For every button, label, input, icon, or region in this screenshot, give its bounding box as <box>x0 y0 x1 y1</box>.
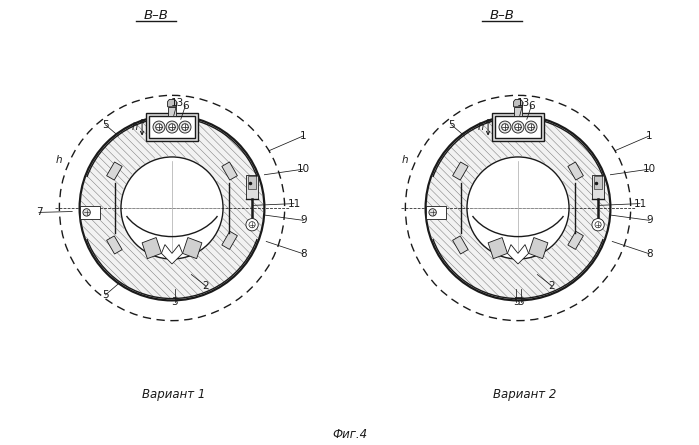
Text: 6: 6 <box>528 101 535 111</box>
Bar <box>493 113 544 141</box>
Circle shape <box>426 116 610 300</box>
Text: 5: 5 <box>513 297 519 307</box>
Circle shape <box>467 157 569 259</box>
Circle shape <box>182 124 188 130</box>
Circle shape <box>83 209 90 216</box>
Polygon shape <box>514 99 522 107</box>
Polygon shape <box>161 245 182 264</box>
Text: 13: 13 <box>171 97 184 108</box>
Text: 1: 1 <box>300 131 307 141</box>
Text: 5: 5 <box>448 120 455 130</box>
Polygon shape <box>222 162 238 180</box>
Circle shape <box>168 124 175 130</box>
Text: В–В: В–В <box>144 8 168 21</box>
Circle shape <box>502 124 508 130</box>
Bar <box>168 107 176 116</box>
Circle shape <box>80 116 264 300</box>
Polygon shape <box>142 238 161 259</box>
Text: 6: 6 <box>182 101 189 111</box>
Circle shape <box>166 121 178 133</box>
Bar <box>246 174 258 199</box>
Bar <box>592 174 604 199</box>
Circle shape <box>499 121 511 133</box>
Text: Фиг.4: Фиг.4 <box>333 428 368 441</box>
Text: h: h <box>132 122 138 132</box>
Text: В–В: В–В <box>490 8 514 21</box>
Text: h: h <box>56 155 63 165</box>
Text: 7: 7 <box>36 207 42 218</box>
Text: 2: 2 <box>202 281 209 291</box>
Text: 2: 2 <box>548 281 555 291</box>
Circle shape <box>179 121 191 133</box>
Polygon shape <box>222 231 238 249</box>
Text: 5: 5 <box>102 290 109 300</box>
Bar <box>594 176 602 189</box>
Text: 3: 3 <box>171 297 178 307</box>
Bar <box>248 176 256 189</box>
Circle shape <box>153 121 165 133</box>
Circle shape <box>525 121 537 133</box>
Text: 8: 8 <box>300 249 307 259</box>
Polygon shape <box>507 245 528 264</box>
Polygon shape <box>107 162 122 180</box>
Polygon shape <box>453 162 468 180</box>
Polygon shape <box>107 236 122 254</box>
Circle shape <box>121 157 223 259</box>
Bar <box>495 116 541 138</box>
Bar <box>514 107 522 116</box>
Bar <box>426 206 446 218</box>
Bar <box>149 116 195 138</box>
Circle shape <box>514 124 521 130</box>
Circle shape <box>512 121 524 133</box>
Text: 9: 9 <box>300 215 307 225</box>
Text: h: h <box>478 122 484 132</box>
Text: 3: 3 <box>517 297 524 307</box>
Text: Вариант 2: Вариант 2 <box>493 388 556 400</box>
Text: 11: 11 <box>633 198 647 209</box>
Circle shape <box>528 124 534 130</box>
Text: Вариант 1: Вариант 1 <box>142 388 206 400</box>
Polygon shape <box>568 162 584 180</box>
Circle shape <box>592 218 604 231</box>
Text: 11: 11 <box>287 198 301 209</box>
Text: 5: 5 <box>102 120 109 130</box>
Text: 8: 8 <box>646 249 653 259</box>
Circle shape <box>429 209 436 216</box>
Text: 1: 1 <box>646 131 653 141</box>
Polygon shape <box>568 231 584 249</box>
Text: 10: 10 <box>642 164 656 174</box>
Text: 13: 13 <box>517 97 530 108</box>
Circle shape <box>246 218 258 231</box>
Text: h: h <box>402 155 409 165</box>
Bar <box>80 206 100 218</box>
Polygon shape <box>182 238 202 259</box>
Polygon shape <box>453 236 468 254</box>
Bar <box>147 113 198 141</box>
Polygon shape <box>488 238 507 259</box>
Polygon shape <box>168 99 176 107</box>
Circle shape <box>156 124 162 130</box>
Text: 10: 10 <box>296 164 310 174</box>
Polygon shape <box>528 238 548 259</box>
Text: 9: 9 <box>646 215 653 225</box>
